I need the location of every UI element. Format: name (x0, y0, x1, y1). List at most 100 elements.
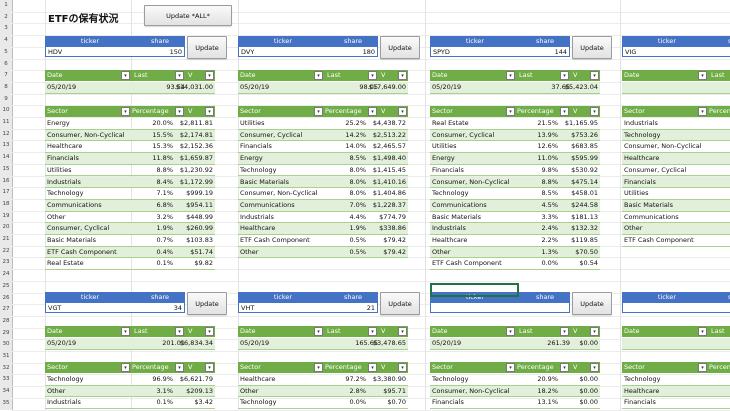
ticker-input-row[interactable]: DVY 180 (238, 46, 378, 57)
update-button[interactable]: Update (572, 36, 612, 59)
share-value[interactable]: 34 (173, 303, 182, 312)
update-all-button[interactable]: Update *ALL* (144, 5, 232, 26)
ticker-input-row[interactable] (622, 302, 730, 313)
ticker-value[interactable]: SPYD (433, 47, 450, 56)
filter-dropdown-icon[interactable]: ▾ (368, 107, 377, 116)
row-number[interactable]: 2 (4, 13, 8, 20)
row-number[interactable]: 35 (2, 399, 10, 406)
row-number[interactable]: 23 (2, 259, 10, 266)
filter-dropdown-icon[interactable]: ▾ (175, 107, 184, 116)
row-number[interactable]: 5 (4, 48, 8, 55)
row-number[interactable]: 11 (2, 119, 10, 125)
filter-dropdown-icon[interactable]: ▾ (175, 327, 184, 336)
filter-dropdown-icon[interactable]: ▾ (560, 327, 569, 336)
filter-dropdown-icon[interactable]: ▾ (368, 71, 377, 80)
filter-dropdown-icon[interactable]: ▾ (398, 327, 407, 336)
row-number[interactable]: 17 (2, 189, 10, 196)
row-number[interactable]: 24 (2, 271, 10, 278)
filter-dropdown-icon[interactable]: ▾ (205, 327, 214, 336)
row-number[interactable]: 18 (2, 200, 10, 207)
share-value[interactable]: 180 (362, 47, 375, 56)
filter-dropdown-icon[interactable]: ▾ (506, 363, 515, 372)
row-number[interactable]: 3 (4, 25, 8, 32)
ticker-input-row[interactable]: HDV 150 (45, 46, 185, 57)
row-number[interactable]: 21 (2, 236, 10, 242)
filter-dropdown-icon[interactable]: ▾ (560, 363, 569, 372)
row-number[interactable]: 13 (2, 142, 10, 149)
row-number[interactable]: 7 (4, 72, 8, 79)
filter-dropdown-icon[interactable]: ▾ (314, 363, 323, 372)
row-number[interactable]: 12 (2, 130, 10, 137)
row-number[interactable]: 15 (2, 165, 10, 172)
row-number[interactable]: 34 (2, 388, 10, 395)
filter-dropdown-icon[interactable]: ▾ (121, 327, 130, 336)
filter-dropdown-icon[interactable]: ▾ (398, 107, 407, 116)
row-number[interactable]: 32 (2, 364, 10, 371)
row-number[interactable]: 19 (2, 212, 10, 219)
row-number[interactable]: 16 (2, 177, 10, 184)
filter-dropdown-icon[interactable]: ▾ (121, 71, 130, 80)
filter-dropdown-icon[interactable]: ▾ (506, 107, 515, 116)
filter-dropdown-icon[interactable]: ▾ (175, 71, 184, 80)
filter-dropdown-icon[interactable]: ▾ (368, 363, 377, 372)
row-number[interactable]: 29 (2, 329, 10, 336)
filter-dropdown-icon[interactable]: ▾ (698, 71, 707, 80)
filter-dropdown-icon[interactable]: ▾ (175, 363, 184, 372)
ticker-input-row[interactable]: SPYD 144 (430, 46, 570, 57)
filter-dropdown-icon[interactable]: ▾ (205, 71, 214, 80)
row-number[interactable]: 6 (4, 60, 8, 67)
filter-dropdown-icon[interactable]: ▾ (121, 363, 130, 372)
ticker-value[interactable]: VIG (625, 47, 637, 56)
filter-dropdown-icon[interactable]: ▾ (560, 107, 569, 116)
filter-dropdown-icon[interactable]: ▾ (698, 107, 707, 116)
update-button[interactable]: Update (187, 36, 227, 59)
row-number[interactable]: 10 (2, 107, 10, 114)
row-number[interactable]: 30 (2, 341, 10, 348)
update-button[interactable]: Update (380, 292, 420, 315)
row-number[interactable]: 20 (2, 224, 10, 231)
row-number[interactable]: 33 (2, 376, 10, 383)
ticker-value[interactable]: VGT (48, 303, 62, 312)
row-number[interactable]: 9 (4, 95, 8, 102)
share-value[interactable]: 144 (554, 47, 567, 56)
filter-dropdown-icon[interactable]: ▾ (368, 327, 377, 336)
filter-dropdown-icon[interactable]: ▾ (121, 107, 130, 116)
filter-dropdown-icon[interactable]: ▾ (314, 107, 323, 116)
row-number[interactable]: 25 (2, 282, 10, 289)
filter-dropdown-icon[interactable]: ▾ (590, 107, 599, 116)
update-button[interactable]: Update (380, 36, 420, 59)
filter-dropdown-icon[interactable]: ▾ (560, 71, 569, 80)
filter-dropdown-icon[interactable]: ▾ (698, 327, 707, 336)
ticker-value[interactable]: DVY (241, 47, 255, 56)
row-number[interactable]: 28 (2, 317, 10, 324)
ticker-value[interactable]: VHT (241, 303, 255, 312)
filter-dropdown-icon[interactable]: ▾ (398, 71, 407, 80)
filter-dropdown-icon[interactable]: ▾ (398, 363, 407, 372)
ticker-value[interactable]: HDV (48, 47, 63, 56)
selected-cell[interactable] (430, 283, 519, 297)
share-value[interactable]: 21 (366, 303, 375, 312)
filter-dropdown-icon[interactable]: ▾ (590, 71, 599, 80)
row-number[interactable]: 22 (2, 247, 10, 254)
row-number[interactable]: 8 (4, 83, 8, 90)
filter-dropdown-icon[interactable]: ▾ (314, 71, 323, 80)
filter-dropdown-icon[interactable]: ▾ (506, 327, 515, 336)
row-number[interactable]: 31 (2, 353, 10, 359)
update-button[interactable]: Update (572, 292, 612, 315)
filter-dropdown-icon[interactable]: ▾ (506, 71, 515, 80)
filter-dropdown-icon[interactable]: ▾ (205, 107, 214, 116)
update-button[interactable]: Update (187, 292, 227, 315)
filter-dropdown-icon[interactable]: ▾ (314, 327, 323, 336)
row-number[interactable]: 14 (2, 154, 10, 161)
row-number[interactable]: 1 (4, 2, 8, 8)
row-number[interactable]: 26 (2, 294, 10, 301)
share-value[interactable]: 150 (169, 47, 182, 56)
filter-dropdown-icon[interactable]: ▾ (590, 363, 599, 372)
row-number[interactable]: 4 (4, 37, 8, 44)
ticker-input-row[interactable]: VGT 34 (45, 302, 185, 313)
ticker-input-row[interactable] (430, 302, 570, 313)
filter-dropdown-icon[interactable]: ▾ (590, 327, 599, 336)
ticker-input-row[interactable]: VHT 21 (238, 302, 378, 313)
filter-dropdown-icon[interactable]: ▾ (698, 363, 707, 372)
ticker-input-row[interactable]: VIG (622, 46, 730, 57)
